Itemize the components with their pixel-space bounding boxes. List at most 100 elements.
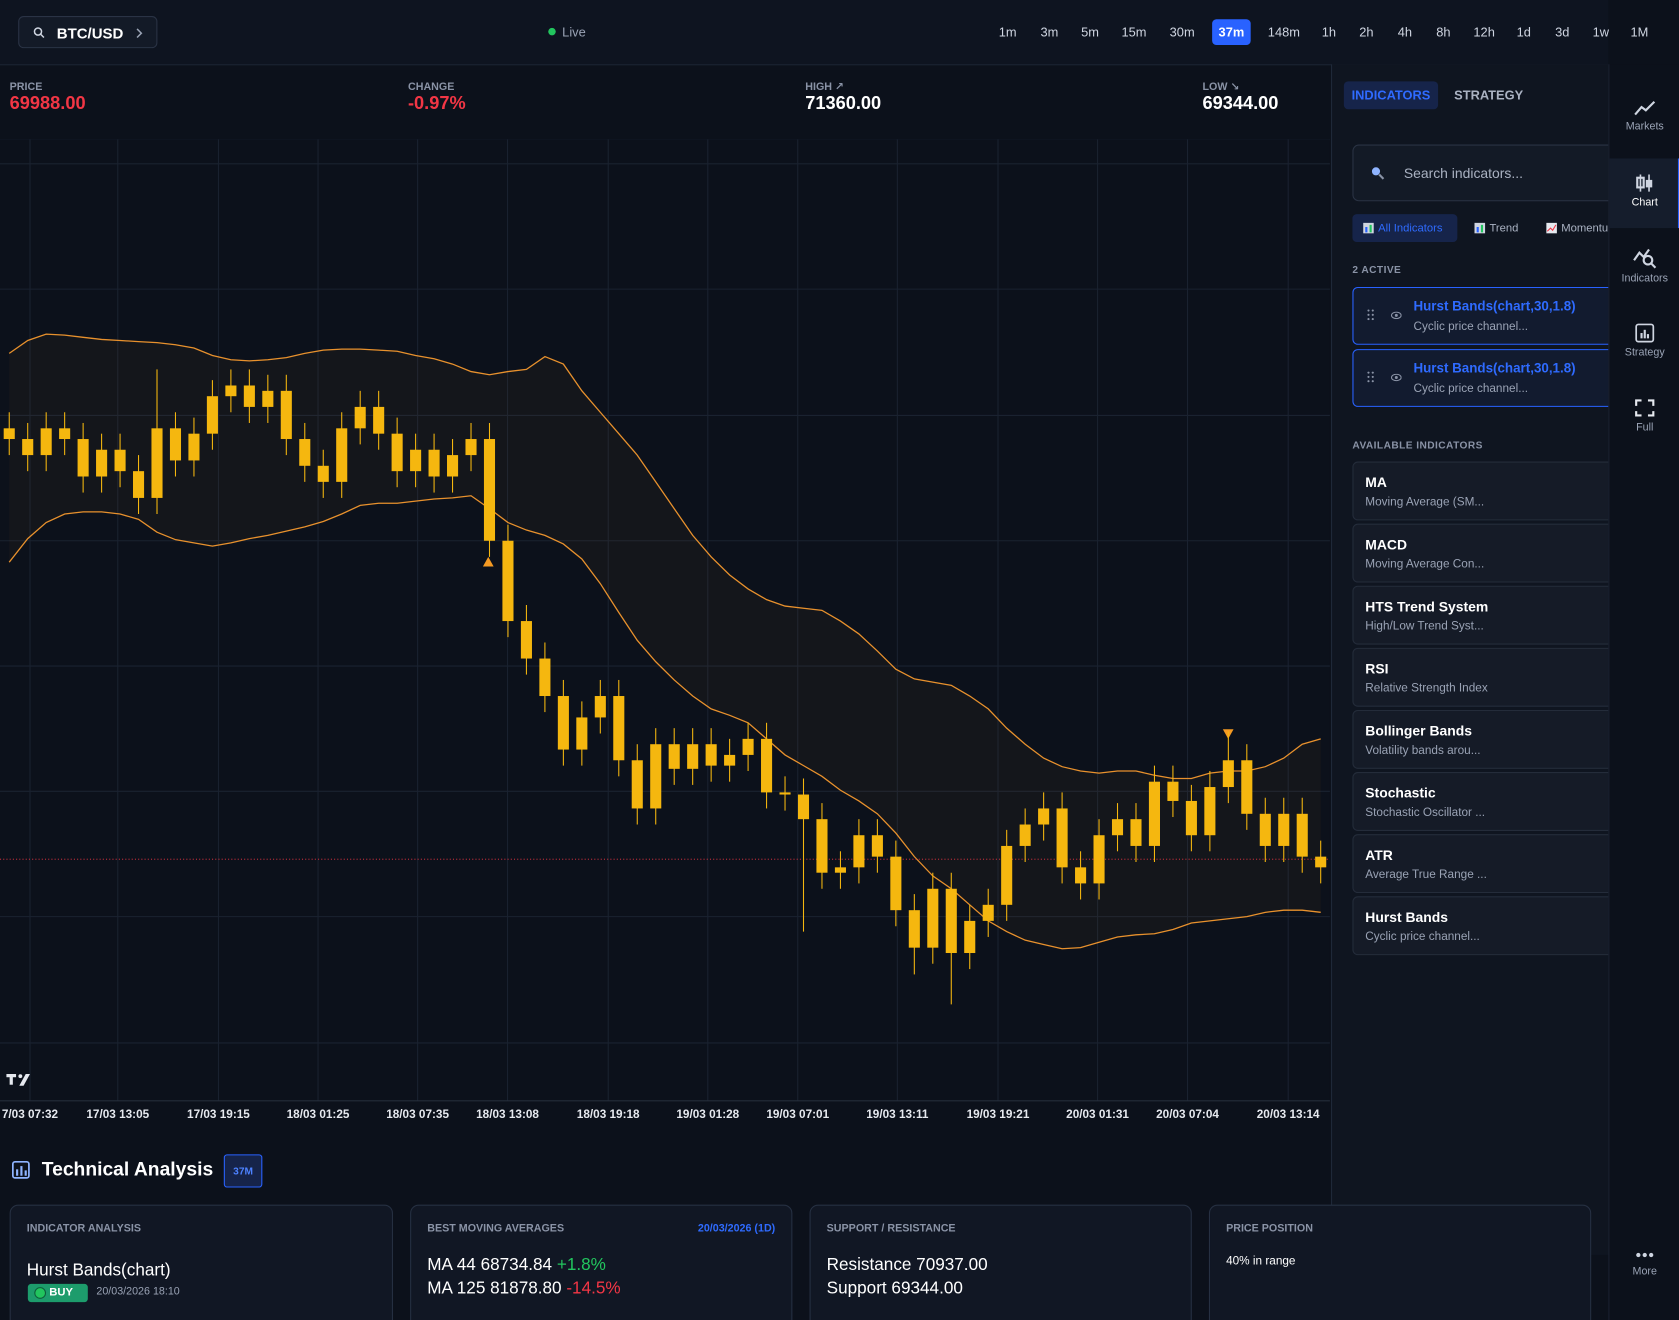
indicator-name: MACD <box>1365 536 1408 553</box>
stat-label: PRICE <box>9 81 43 94</box>
timeframe-button[interactable]: 1m <box>998 24 1017 40</box>
signal-time: 20/03/2026 18:10 <box>96 1286 180 1298</box>
candle-body <box>1167 781 1179 801</box>
candle-body <box>927 888 939 948</box>
candle-body <box>797 794 810 820</box>
candle-body <box>594 696 606 718</box>
section-heading: 2 ACTIVE <box>1352 264 1402 277</box>
indicator-name: RSI <box>1365 660 1389 677</box>
tab-strategy[interactable]: STRATEGY <box>1454 87 1524 103</box>
timeframe-button[interactable]: 8h <box>1436 24 1451 40</box>
candle-body <box>262 390 274 407</box>
candle-body <box>336 428 348 482</box>
available-indicator[interactable]: ATR Average True Range ... <box>1352 834 1610 894</box>
ma-label: MA 44 68734.84 <box>427 1256 553 1275</box>
nav-item[interactable]: Full <box>1609 398 1679 434</box>
candle-body <box>410 449 422 472</box>
grid <box>0 139 1330 1101</box>
timeframe-button[interactable]: 30m <box>1169 24 1195 40</box>
available-indicator[interactable]: MACD Moving Average Con... <box>1352 523 1610 583</box>
band-line <box>8 495 1321 950</box>
available-indicator[interactable]: Stochastic Stochastic Oscillator ... <box>1352 772 1610 831</box>
timeframe-button[interactable]: 4h <box>1397 24 1413 40</box>
timeframe-button[interactable]: 148m <box>1267 24 1300 40</box>
timeframe-button[interactable]: 1d <box>1516 24 1531 40</box>
timeframe-button[interactable]: 5m <box>1081 24 1100 40</box>
timeframe-button[interactable]: 15m <box>1121 24 1147 40</box>
position-card: PRICE POSITION 40% in range <box>1208 1204 1592 1320</box>
indicator-description: Average True Range ... <box>1365 868 1487 882</box>
candle-body <box>132 471 145 498</box>
candle-body <box>520 621 532 659</box>
tab-indicators[interactable]: INDICATORS <box>1343 81 1439 110</box>
filter-chip[interactable]: All Indicators <box>1352 214 1458 243</box>
candle-body <box>908 910 920 948</box>
timeframe-button[interactable]: 37m <box>1212 19 1251 45</box>
candle-body <box>280 390 292 440</box>
available-indicator[interactable]: HTS Trend System High/Low Trend Syst... <box>1352 585 1610 645</box>
candle-body <box>982 904 994 921</box>
candle-body <box>243 385 255 407</box>
available-indicator[interactable]: Hurst Bands Cyclic price channel... <box>1352 896 1610 956</box>
timeframe-button[interactable]: 3m <box>1040 24 1059 40</box>
signal: BUY <box>49 1286 73 1299</box>
symbol: BTC/USD <box>56 24 124 42</box>
nav-label: Chart <box>1631 197 1658 209</box>
ma-row: MA 44 68734.84 +1.8% <box>427 1256 606 1275</box>
timeframe-badge: 37M <box>223 1154 263 1188</box>
ma-date: 20/03/2026 (1D) <box>697 1222 776 1235</box>
symbol-button[interactable]: BTC/USD <box>18 16 158 49</box>
nav-label: More <box>1632 1265 1657 1278</box>
candle-body <box>447 455 459 477</box>
signal-badge: BUY <box>27 1283 88 1303</box>
nav-item[interactable]: Strategy <box>1609 323 1679 359</box>
timeframe-button[interactable]: 1h <box>1321 24 1337 40</box>
timeframe-button[interactable]: 12h <box>1473 24 1495 40</box>
card-heading: SUPPORT / RESISTANCE <box>826 1222 956 1235</box>
candle-body <box>1278 813 1290 846</box>
nav-item[interactable]: Chart <box>1609 173 1679 209</box>
buy-signal <box>482 556 494 567</box>
candle-body <box>853 835 865 868</box>
candle-body <box>1093 835 1105 884</box>
candle-body <box>742 738 754 755</box>
candle-body <box>668 744 680 769</box>
timeframe-button[interactable]: 3d <box>1555 24 1570 40</box>
indicator-name: Hurst Bands(chart,30,1.8) <box>1413 360 1576 376</box>
indicator-description: High/Low Trend Syst... <box>1365 619 1484 633</box>
candle-body <box>613 696 625 761</box>
indicator-name: MA <box>1365 474 1387 491</box>
x-tick-label: 20/03 01:31 <box>1066 1108 1129 1121</box>
candle-body <box>1056 808 1068 868</box>
support: Support 69344.00 <box>826 1279 963 1298</box>
ma-label: MA 125 81878.80 <box>427 1279 562 1298</box>
section-heading: AVAILABLE INDICATORS <box>1352 440 1483 452</box>
timeframe-button[interactable]: 1w <box>1592 24 1610 40</box>
candle-body <box>761 738 773 793</box>
active-indicator[interactable]: Hurst Bands(chart,30,1.8) Cyclic price ch… <box>1352 286 1610 345</box>
available-indicator[interactable]: MA Moving Average (SM... <box>1352 461 1610 521</box>
timeframe-button[interactable]: 1M <box>1630 24 1649 40</box>
timeframe-button[interactable]: 2h <box>1359 24 1374 40</box>
stat: HIGH ↗ 71360.00 <box>805 81 881 114</box>
filter-chip[interactable]: Momentu <box>1546 214 1609 242</box>
candle-body <box>1001 845 1013 905</box>
active-indicator[interactable]: Hurst Bands(chart,30,1.8) Cyclic price ch… <box>1352 349 1610 407</box>
indicator-description: Volatility bands arou... <box>1365 744 1481 758</box>
available-indicator[interactable]: RSI Relative Strength Index <box>1352 647 1610 707</box>
available-indicator[interactable]: Bollinger Bands Volatility bands arou... <box>1352 709 1610 769</box>
candle-body <box>114 449 126 472</box>
indicator-description: Cyclic price channel... <box>1413 382 1529 396</box>
indicator-name: Stochastic <box>1365 784 1436 801</box>
indicator-name: HTS Trend System <box>1365 598 1489 615</box>
price-chart[interactable]: 7/03 07:32 17/03 13:05 17/03 19:15 18/03 01… <box>0 139 1330 1129</box>
candle-body <box>539 658 551 697</box>
nav-item[interactable]: More <box>1609 1249 1679 1278</box>
filter-chip[interactable]: Trend <box>1474 214 1538 242</box>
x-tick-label: 19/03 07:01 <box>766 1108 829 1121</box>
search-box[interactable]: Search indicators... <box>1352 144 1610 202</box>
candle-body <box>317 465 329 482</box>
nav-item[interactable]: Indicators <box>1609 247 1679 285</box>
nav-item[interactable]: Markets <box>1609 100 1679 133</box>
ma-change: +1.8% <box>556 1256 606 1275</box>
